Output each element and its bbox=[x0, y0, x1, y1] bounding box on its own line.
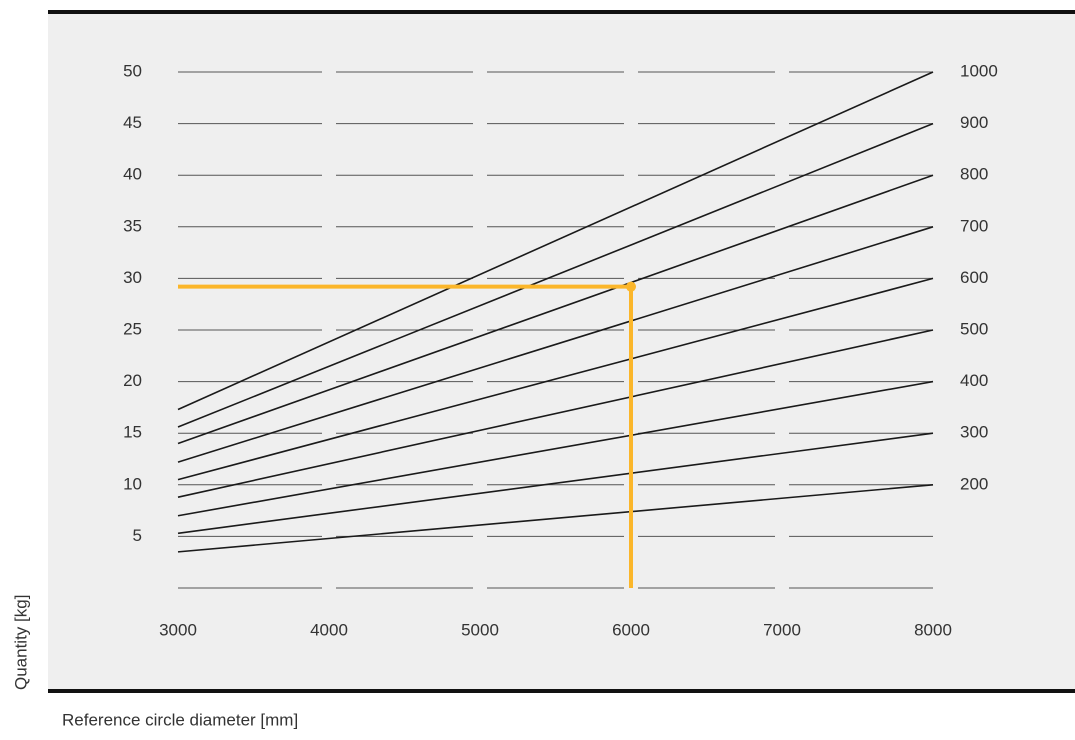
y2-tick-label: 900 bbox=[960, 113, 988, 132]
bottom-rule bbox=[48, 689, 1075, 693]
x-tick-label: 4000 bbox=[310, 620, 348, 639]
series-line bbox=[177, 174, 934, 445]
y2-tick-label: 1000 bbox=[960, 61, 998, 80]
series-line bbox=[177, 432, 934, 535]
series-line bbox=[177, 329, 934, 498]
series-line bbox=[177, 71, 934, 411]
y-tick-label: 25 bbox=[123, 319, 142, 338]
series-line bbox=[177, 484, 934, 553]
y-tick-label: 40 bbox=[123, 165, 142, 184]
y-tick-label: 45 bbox=[123, 113, 142, 132]
x-tick-label: 6000 bbox=[612, 620, 650, 639]
series-line bbox=[177, 226, 934, 463]
highlight-point bbox=[626, 281, 636, 292]
x-axis-label: Reference circle diameter [mm] bbox=[62, 710, 298, 729]
y2-tick-label: 500 bbox=[960, 319, 988, 338]
x-tick-label: 7000 bbox=[763, 620, 801, 639]
y2-tick-label: 400 bbox=[960, 371, 988, 390]
x-tick-label: 5000 bbox=[461, 620, 499, 639]
series-line bbox=[177, 277, 934, 481]
y-tick-label: 30 bbox=[123, 268, 142, 287]
y2-tick-label: 200 bbox=[960, 474, 988, 493]
y-tick-label: 20 bbox=[123, 371, 142, 390]
y2-tick-label: 700 bbox=[960, 216, 988, 235]
series-line bbox=[177, 380, 934, 517]
y-tick-label: 5 bbox=[133, 526, 142, 545]
top-rule bbox=[48, 10, 1075, 14]
y2-tick-label: 600 bbox=[960, 268, 988, 287]
y-tick-label: 35 bbox=[123, 216, 142, 235]
y-tick-label: 10 bbox=[123, 474, 142, 493]
y2-tick-label: 300 bbox=[960, 423, 988, 442]
y-tick-label: 50 bbox=[123, 61, 142, 80]
x-tick-label: 8000 bbox=[914, 620, 952, 639]
y-tick-label: 15 bbox=[123, 423, 142, 442]
x-tick-label: 3000 bbox=[159, 620, 197, 639]
y-axis-label: Quantity [kg] bbox=[11, 595, 30, 690]
panel bbox=[48, 12, 1075, 690]
y2-tick-label: 800 bbox=[960, 165, 988, 184]
series-line bbox=[177, 122, 934, 428]
